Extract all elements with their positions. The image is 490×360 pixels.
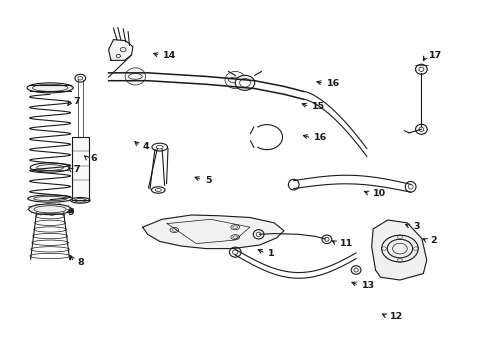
Ellipse shape bbox=[28, 195, 73, 202]
Text: 6: 6 bbox=[91, 154, 97, 163]
Text: 2: 2 bbox=[430, 236, 437, 245]
Text: 12: 12 bbox=[390, 312, 403, 321]
Ellipse shape bbox=[125, 68, 146, 85]
Ellipse shape bbox=[253, 230, 264, 239]
Text: 1: 1 bbox=[269, 249, 275, 258]
Text: 5: 5 bbox=[205, 176, 212, 185]
Text: 7: 7 bbox=[74, 97, 80, 106]
Polygon shape bbox=[72, 137, 89, 200]
Text: 16: 16 bbox=[327, 79, 340, 88]
Text: 10: 10 bbox=[373, 189, 386, 198]
Text: 4: 4 bbox=[143, 141, 149, 150]
Text: 11: 11 bbox=[340, 239, 353, 248]
Polygon shape bbox=[372, 220, 427, 280]
Ellipse shape bbox=[229, 247, 241, 257]
Text: 16: 16 bbox=[314, 133, 327, 142]
Ellipse shape bbox=[29, 204, 72, 215]
Ellipse shape bbox=[416, 124, 427, 134]
Ellipse shape bbox=[225, 71, 245, 89]
Text: 14: 14 bbox=[163, 51, 176, 60]
Ellipse shape bbox=[27, 83, 73, 93]
Text: 3: 3 bbox=[413, 222, 419, 231]
Polygon shape bbox=[109, 40, 133, 60]
Ellipse shape bbox=[30, 163, 70, 172]
Text: 17: 17 bbox=[429, 51, 442, 60]
Text: 15: 15 bbox=[312, 102, 325, 111]
Ellipse shape bbox=[235, 75, 255, 90]
Text: 8: 8 bbox=[77, 258, 84, 267]
Text: 13: 13 bbox=[362, 281, 375, 290]
Polygon shape bbox=[143, 215, 284, 249]
Text: 9: 9 bbox=[67, 208, 74, 217]
Ellipse shape bbox=[71, 198, 90, 203]
Ellipse shape bbox=[416, 64, 427, 74]
Text: 7: 7 bbox=[74, 165, 80, 174]
Ellipse shape bbox=[322, 235, 332, 244]
Ellipse shape bbox=[351, 266, 361, 274]
